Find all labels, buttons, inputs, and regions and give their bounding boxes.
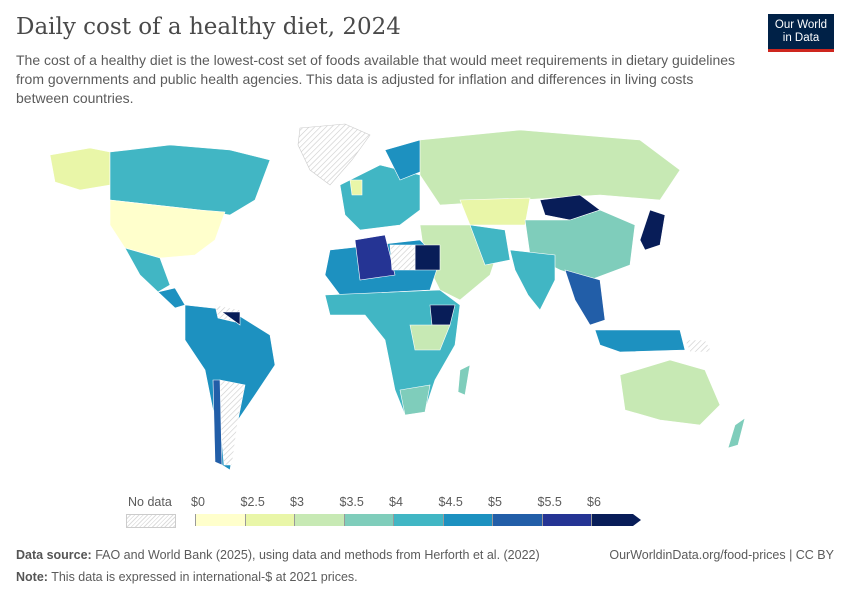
- page-title: Daily cost of a healthy diet, 2024: [16, 14, 401, 40]
- region-greenland[interactable]: [297, 123, 371, 186]
- source-url-link[interactable]: OurWorldinData.org/food-prices | CC BY: [609, 548, 834, 562]
- legend: No data $0 $2.5 $3 $3.5 $4 $4.5 $5 $5.5 $6: [0, 495, 850, 535]
- legend-tick-label: $4: [389, 495, 403, 509]
- region-alaska[interactable]: [49, 147, 111, 191]
- subtitle: The cost of a healthy diet is the lowest…: [16, 52, 736, 106]
- region-indonesia[interactable]: [594, 329, 686, 353]
- owid-logo[interactable]: Our World in Data: [768, 14, 834, 52]
- legend-tick-label: $3: [290, 495, 304, 509]
- legend-tick-label: $6: [587, 495, 601, 509]
- region-chile[interactable]: [212, 379, 223, 466]
- legend-bin[interactable]: [541, 514, 591, 526]
- legend-bin[interactable]: [442, 514, 492, 526]
- legend-bin[interactable]: [591, 514, 633, 526]
- region-png[interactable]: [684, 339, 713, 353]
- no-data-label: No data: [128, 495, 172, 509]
- legend-bin[interactable]: [244, 514, 294, 526]
- region-kazakhstan[interactable]: [459, 197, 531, 226]
- region-guianas[interactable]: [221, 311, 241, 326]
- region-uk[interactable]: [349, 179, 363, 196]
- region-madagascar[interactable]: [457, 364, 471, 396]
- legend-bin[interactable]: [195, 514, 245, 526]
- region-india[interactable]: [509, 249, 556, 311]
- no-data-swatch: [126, 514, 176, 528]
- region-southeast-asia[interactable]: [564, 269, 606, 326]
- legend-tick-label: $0: [191, 495, 205, 509]
- legend-bin[interactable]: [343, 514, 393, 526]
- data-source: Data source: FAO and World Bank (2025), …: [16, 548, 540, 562]
- region-iran[interactable]: [469, 224, 511, 266]
- legend-tick-label: $4.5: [438, 495, 463, 509]
- legend-tick-label: $5.5: [537, 495, 562, 509]
- region-russia[interactable]: [419, 129, 681, 206]
- region-japan[interactable]: [639, 209, 666, 251]
- region-south-africa[interactable]: [399, 384, 431, 416]
- region-mexico[interactable]: [124, 247, 171, 293]
- legend-bin[interactable]: [294, 514, 344, 526]
- region-east-africa[interactable]: [409, 324, 451, 351]
- note: Note: This data is expressed in internat…: [16, 570, 358, 584]
- legend-tick-label: $3.5: [339, 495, 364, 509]
- region-australia[interactable]: [619, 359, 721, 426]
- region-usa[interactable]: [109, 199, 226, 259]
- region-new-zealand[interactable]: [727, 417, 746, 449]
- region-libya[interactable]: [389, 244, 416, 271]
- legend-arrow: [632, 514, 641, 526]
- legend-tick-label: $5: [488, 495, 502, 509]
- region-egypt[interactable]: [414, 244, 441, 271]
- legend-bin[interactable]: [492, 514, 542, 526]
- region-argentina[interactable]: [219, 379, 246, 466]
- region-algeria[interactable]: [354, 234, 396, 281]
- region-central-america[interactable]: [157, 287, 186, 309]
- world-map: [49, 123, 746, 471]
- legend-tick-label: $2.5: [240, 495, 265, 509]
- legend-bin[interactable]: [393, 514, 443, 526]
